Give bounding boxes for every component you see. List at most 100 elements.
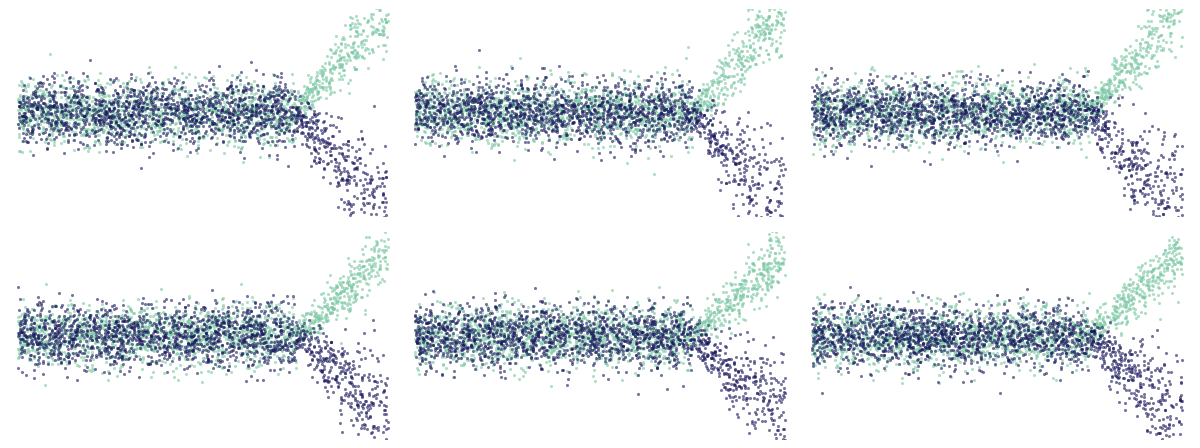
Point [688,106,707,113]
Point [58,110,77,117]
Point [766,207,785,214]
Point [442,116,461,124]
Point [143,114,162,121]
Point [455,103,474,110]
Point [181,117,200,125]
Point [454,96,473,103]
Point [100,119,119,126]
Point [1010,348,1030,355]
Point [546,90,565,98]
Point [558,314,577,321]
Point [486,129,505,137]
Point [40,307,59,314]
Point [912,345,931,352]
Point [259,302,278,310]
Point [1061,125,1080,132]
Point [332,140,352,147]
Point [178,103,197,110]
Point [772,411,791,418]
Point [416,112,436,119]
Point [690,119,709,126]
Point [215,310,234,318]
Point [558,376,577,383]
Point [206,320,226,327]
Point [940,334,959,341]
Point [862,108,881,116]
Point [769,199,788,206]
Point [898,104,917,112]
Point [508,340,527,347]
Point [542,346,562,353]
Point [154,120,173,127]
Point [176,113,196,121]
Point [868,343,887,350]
Point [808,293,827,301]
Point [228,325,247,332]
Point [538,109,557,116]
Point [682,134,701,141]
Point [1085,329,1104,336]
Point [910,107,929,114]
Point [485,95,504,102]
Point [112,328,131,336]
Point [349,265,368,272]
Point [576,349,595,356]
Point [462,90,481,97]
Point [134,313,154,320]
Point [614,324,634,332]
Point [89,328,108,335]
Point [288,90,307,97]
Point [619,319,638,326]
Point [944,129,964,137]
Point [607,107,626,114]
Point [443,302,462,310]
Point [367,25,386,32]
Point [68,93,88,100]
Point [1015,313,1034,320]
Point [1069,338,1088,345]
Point [1102,349,1121,356]
Point [857,346,876,353]
Point [1006,110,1025,117]
Point [910,112,929,120]
Point [962,81,982,88]
Point [162,336,181,344]
Point [611,340,630,348]
Point [678,335,697,342]
Point [145,325,164,332]
Point [496,93,515,100]
Point [155,297,174,305]
Point [839,306,858,313]
Point [1013,118,1032,125]
Point [220,114,239,121]
Point [838,341,857,348]
Point [37,330,56,337]
Point [950,358,970,366]
Point [142,336,161,343]
Point [718,299,737,306]
Point [470,78,490,86]
Point [70,362,89,370]
Point [713,142,732,149]
Point [130,324,149,331]
Point [491,116,510,123]
Point [668,116,688,123]
Point [64,319,83,327]
Point [724,46,743,53]
Point [1049,320,1068,327]
Point [122,331,142,338]
Point [743,284,762,291]
Point [330,64,349,71]
Point [853,91,872,99]
Point [971,104,990,111]
Point [204,119,223,126]
Point [287,344,306,351]
Point [89,96,108,103]
Point [896,120,916,127]
Point [1165,204,1184,211]
Point [215,122,234,129]
Point [912,336,931,343]
Point [84,333,103,340]
Point [570,332,589,340]
Point [330,407,349,414]
